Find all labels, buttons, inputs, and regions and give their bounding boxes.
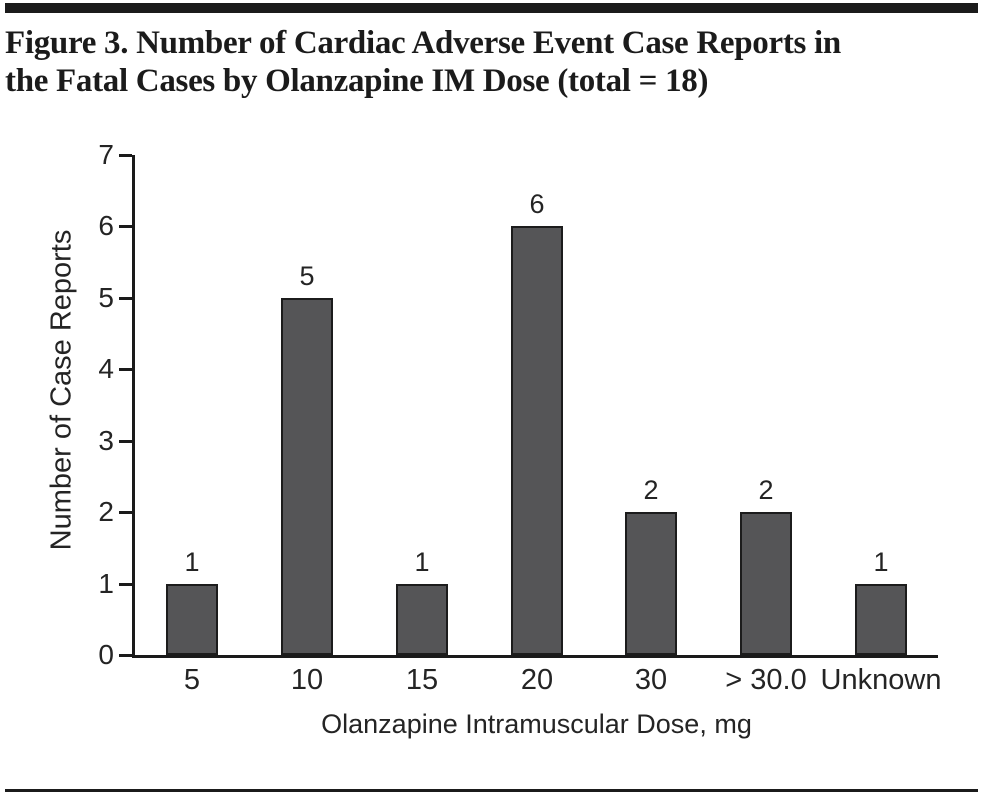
bar-15 <box>396 584 448 655</box>
figure-title: Figure 3. Number of Cardiac Adverse Even… <box>5 24 980 100</box>
x-tick-label: 5 <box>183 664 201 696</box>
x-axis-label: Olanzapine Intramuscular Dose, mg <box>321 709 752 739</box>
y-tick-mark <box>119 368 132 371</box>
y-tick-label: 6 <box>98 210 114 241</box>
bar-10 <box>281 298 333 655</box>
bar-value-label: 5 <box>299 261 315 291</box>
top-rule <box>5 3 978 13</box>
bar-value-label: 6 <box>529 189 545 219</box>
bar-value-label: 2 <box>643 475 659 505</box>
y-tick-mark <box>119 225 132 228</box>
bottom-rule <box>5 789 978 792</box>
figure-title-line1: Figure 3. Number of Cardiac Adverse Even… <box>5 25 841 61</box>
x-tick-label: > 30.0 <box>725 664 807 696</box>
bar-value-label: 2 <box>758 475 774 505</box>
x-tick-label: 10 <box>290 664 324 696</box>
y-tick-mark <box>119 511 132 514</box>
y-tick-mark <box>119 583 132 586</box>
y-tick-label: 2 <box>98 496 114 527</box>
bar-value-label: 1 <box>873 547 889 577</box>
y-tick-label: 1 <box>98 568 114 599</box>
y-tick-label: 5 <box>98 282 114 313</box>
x-tick-label: 30 <box>634 664 668 696</box>
x-tick-label: 15 <box>405 664 439 696</box>
x-tick-label: Unknown <box>820 664 942 696</box>
y-tick-label: 4 <box>98 353 114 384</box>
bar-30 <box>625 512 677 655</box>
y-tick-mark <box>119 297 132 300</box>
y-tick-mark <box>119 154 132 157</box>
bar-value-label: 1 <box>184 547 200 577</box>
bar-5 <box>166 584 218 655</box>
x-axis-line <box>132 655 938 658</box>
bar-> 30.0 <box>740 512 792 655</box>
figure-title-line2: the Fatal Cases by Olanzapine IM Dose (t… <box>5 63 709 99</box>
y-tick-label: 3 <box>98 425 114 456</box>
y-tick-mark <box>119 654 132 657</box>
bar-Unknown <box>855 584 907 655</box>
x-tick-label: 20 <box>520 664 554 696</box>
bar-20 <box>511 226 563 655</box>
y-tick-mark <box>119 440 132 443</box>
y-axis-line <box>132 155 135 658</box>
y-tick-label: 0 <box>98 639 114 670</box>
bar-value-label: 1 <box>414 547 430 577</box>
y-tick-label: 7 <box>98 139 114 170</box>
